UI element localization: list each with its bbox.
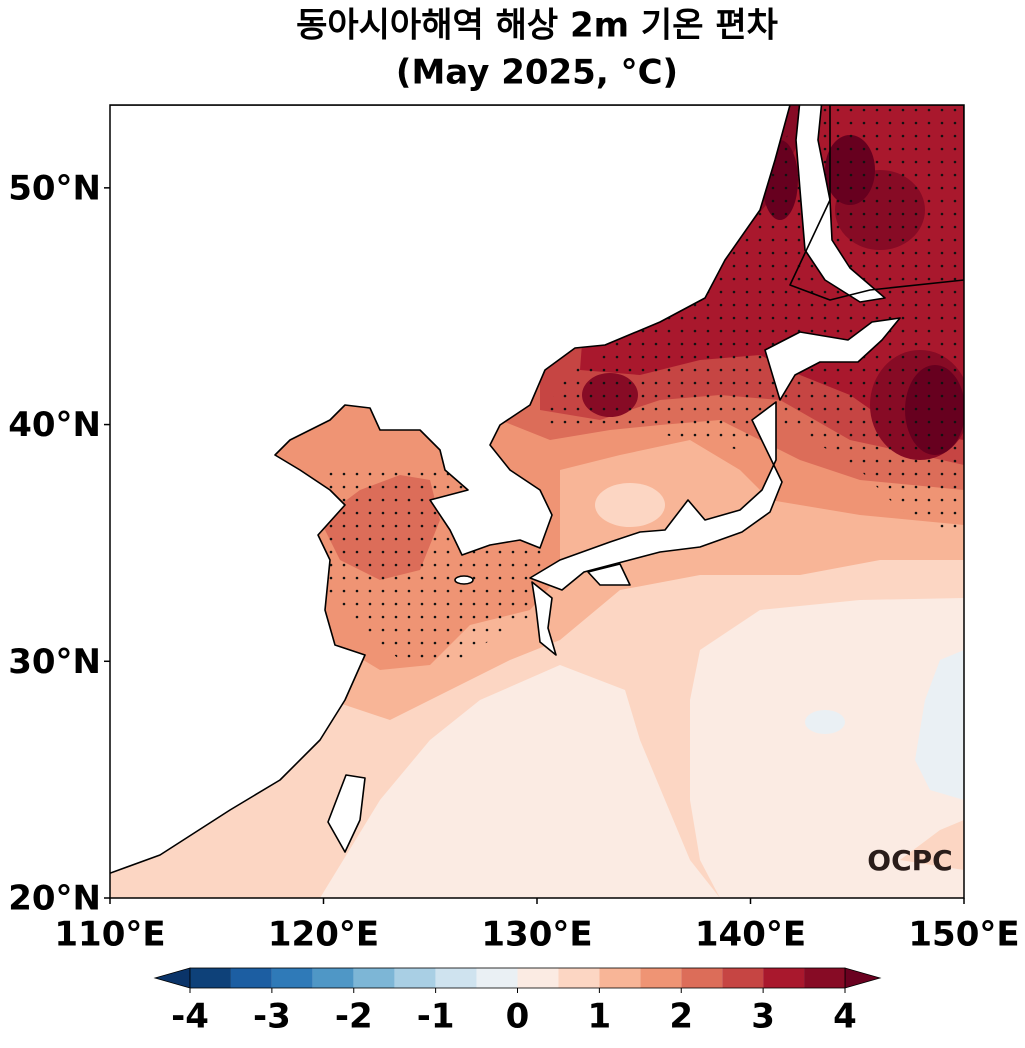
- colorbar-tick-label: 0: [506, 997, 530, 1037]
- land: [795, 105, 886, 303]
- colorbar-box: [681, 968, 723, 988]
- map: OCPC: [110, 105, 964, 898]
- colorbar-box: [804, 968, 845, 988]
- x-tick-label: 150°E: [908, 915, 1019, 955]
- anomaly-field: [915, 650, 964, 800]
- land: [110, 105, 791, 875]
- colorbar-box: [517, 968, 559, 988]
- colorbar-tick-label: 2: [669, 997, 693, 1037]
- land: [454, 575, 474, 585]
- colorbar-tick-label: -4: [171, 997, 209, 1037]
- land: [327, 774, 366, 853]
- colorbar-tick-label: 1: [588, 997, 612, 1037]
- colorbar-extend-under: [153, 967, 191, 989]
- colorbar-extend-over: [844, 967, 882, 989]
- anomaly-field: [320, 665, 720, 898]
- x-tick-label: 120°E: [268, 915, 379, 955]
- colorbar-box: [435, 968, 477, 988]
- x-tick-label: 130°E: [481, 915, 592, 955]
- y-tick-label: 50°N: [8, 168, 101, 208]
- colorbar-box: [558, 968, 600, 988]
- colorbar-box: [476, 968, 518, 988]
- colorbar-box: [230, 968, 272, 988]
- land: [529, 401, 783, 591]
- y-tick-label: 40°N: [8, 405, 101, 445]
- colorbar-box: [599, 968, 641, 988]
- stipple-area: [540, 105, 964, 540]
- colorbar-tick-label: 3: [751, 997, 775, 1037]
- colorbar-tick-label: -2: [335, 997, 373, 1037]
- y-tick-label: 20°N: [8, 879, 101, 919]
- subtitle: (May 2025, °C): [396, 53, 678, 93]
- x-tick-label: 140°E: [695, 915, 806, 955]
- anomaly-field: [805, 710, 845, 734]
- colorbar-box: [190, 968, 231, 988]
- colorbar-box: [394, 968, 436, 988]
- colorbar-box: [722, 968, 764, 988]
- land: [789, 105, 964, 301]
- land: [764, 317, 901, 401]
- y-tick-label: 30°N: [8, 642, 101, 682]
- colorbar-box: [353, 968, 395, 988]
- colorbar-tick-label: 4: [833, 997, 857, 1037]
- colorbar-box: [271, 968, 313, 988]
- title: 동아시아해역 해상 2m 기온 편차: [296, 6, 778, 46]
- x-tick-label: 110°E: [54, 915, 165, 955]
- colorbar-box: [312, 968, 354, 988]
- land: [531, 581, 557, 656]
- logo: OCPC: [867, 844, 952, 877]
- anomaly-field: [690, 598, 964, 898]
- anomaly-field: [595, 483, 665, 527]
- colorbar-tick-label: -3: [253, 997, 291, 1037]
- colorbar-box: [763, 968, 805, 988]
- colorbar-box: [640, 968, 682, 988]
- colorbar-tick-label: -1: [417, 997, 455, 1037]
- land: [587, 563, 631, 586]
